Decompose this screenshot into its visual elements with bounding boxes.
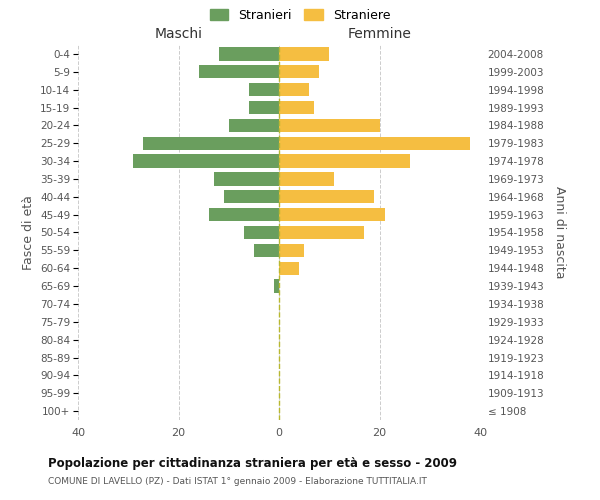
Bar [279, 154, 410, 168]
Bar [214, 172, 279, 186]
Bar [249, 83, 279, 96]
Bar [229, 118, 279, 132]
Y-axis label: Anni di nascita: Anni di nascita [553, 186, 566, 279]
Bar [274, 280, 279, 293]
Bar [209, 208, 279, 222]
Bar [133, 154, 279, 168]
Bar [279, 190, 374, 203]
Bar [279, 101, 314, 114]
Bar [254, 244, 279, 257]
Bar [279, 118, 380, 132]
Text: Femmine: Femmine [347, 27, 412, 42]
Bar [279, 262, 299, 275]
Bar [279, 172, 334, 186]
Bar [279, 226, 364, 239]
Text: Popolazione per cittadinanza straniera per età e sesso - 2009: Popolazione per cittadinanza straniera p… [48, 458, 457, 470]
Bar [279, 47, 329, 60]
Bar [199, 65, 279, 78]
Bar [279, 83, 309, 96]
Bar [279, 244, 304, 257]
Bar [279, 136, 470, 150]
Text: COMUNE DI LAVELLO (PZ) - Dati ISTAT 1° gennaio 2009 - Elaborazione TUTTITALIA.IT: COMUNE DI LAVELLO (PZ) - Dati ISTAT 1° g… [48, 478, 427, 486]
Y-axis label: Fasce di età: Fasce di età [22, 195, 35, 270]
Legend: Stranieri, Straniere: Stranieri, Straniere [209, 8, 391, 22]
Bar [224, 190, 279, 203]
Text: Maschi: Maschi [155, 27, 203, 42]
Bar [244, 226, 279, 239]
Bar [218, 47, 279, 60]
Bar [143, 136, 279, 150]
Bar [279, 65, 319, 78]
Bar [279, 208, 385, 222]
Bar [249, 101, 279, 114]
